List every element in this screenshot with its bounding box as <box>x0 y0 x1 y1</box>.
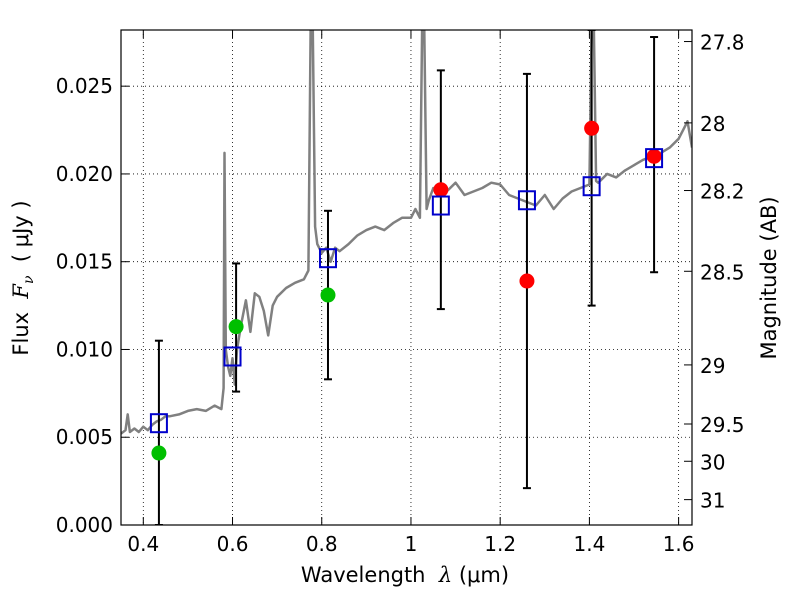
data-point <box>151 445 167 461</box>
axis-ticks: 0.4 0.6 0.8 1 1.2 1.4 1.6 0.000 0.005 0.010 0.015 0… <box>56 30 745 556</box>
mag-tick-label: 28.2 <box>700 180 745 204</box>
x-tick-label: 1.4 <box>573 532 605 556</box>
mag-tick-label: 28.5 <box>700 260 745 284</box>
mag-tick-label: 29 <box>700 354 725 378</box>
y-tick-label: 0.000 <box>56 513 113 537</box>
y-tick-label: 0.025 <box>56 74 113 98</box>
data-point <box>584 120 600 136</box>
data-point <box>433 182 449 198</box>
y-axis-label: Flux Fν ( μJy ) <box>9 200 37 355</box>
x-tick-label: 0.4 <box>127 532 159 556</box>
model-square <box>431 195 450 216</box>
data-point <box>320 287 336 303</box>
x-axis-label: Wavelength λ (μm) <box>301 563 509 587</box>
x-tick-label: 1.2 <box>484 532 516 556</box>
spectrum-line <box>121 30 692 435</box>
model-square <box>223 346 242 367</box>
model-square <box>318 248 337 269</box>
x-tick-label: 0.8 <box>306 532 338 556</box>
plot-frame <box>120 29 693 526</box>
model-square <box>645 148 664 169</box>
mag-tick-label: 29.5 <box>700 413 745 437</box>
grid-lines <box>121 30 692 526</box>
right-axis-label: Magnitude (AB) <box>757 196 781 359</box>
y-tick-label: 0.015 <box>56 250 113 274</box>
mag-tick-label: 27.8 <box>700 31 745 55</box>
mag-tick-label: 30 <box>700 450 725 474</box>
model-square <box>582 176 601 197</box>
data-point <box>519 273 535 289</box>
clipped-series <box>121 30 692 525</box>
data-point <box>228 319 244 335</box>
plot-area <box>121 30 692 525</box>
model-square <box>517 190 536 211</box>
y-tick-label: 0.005 <box>56 425 113 449</box>
x-tick-label: 1 <box>405 532 418 556</box>
x-tick-label: 0.6 <box>217 532 249 556</box>
mag-tick-label: 28 <box>700 112 725 136</box>
data-point <box>646 148 662 164</box>
mag-tick-label: 31 <box>700 489 725 513</box>
model-square <box>149 413 168 434</box>
y-tick-label: 0.020 <box>56 162 113 186</box>
y-tick-label: 0.010 <box>56 337 113 361</box>
axes-frame <box>120 29 693 526</box>
x-tick-label: 1.6 <box>663 532 695 556</box>
